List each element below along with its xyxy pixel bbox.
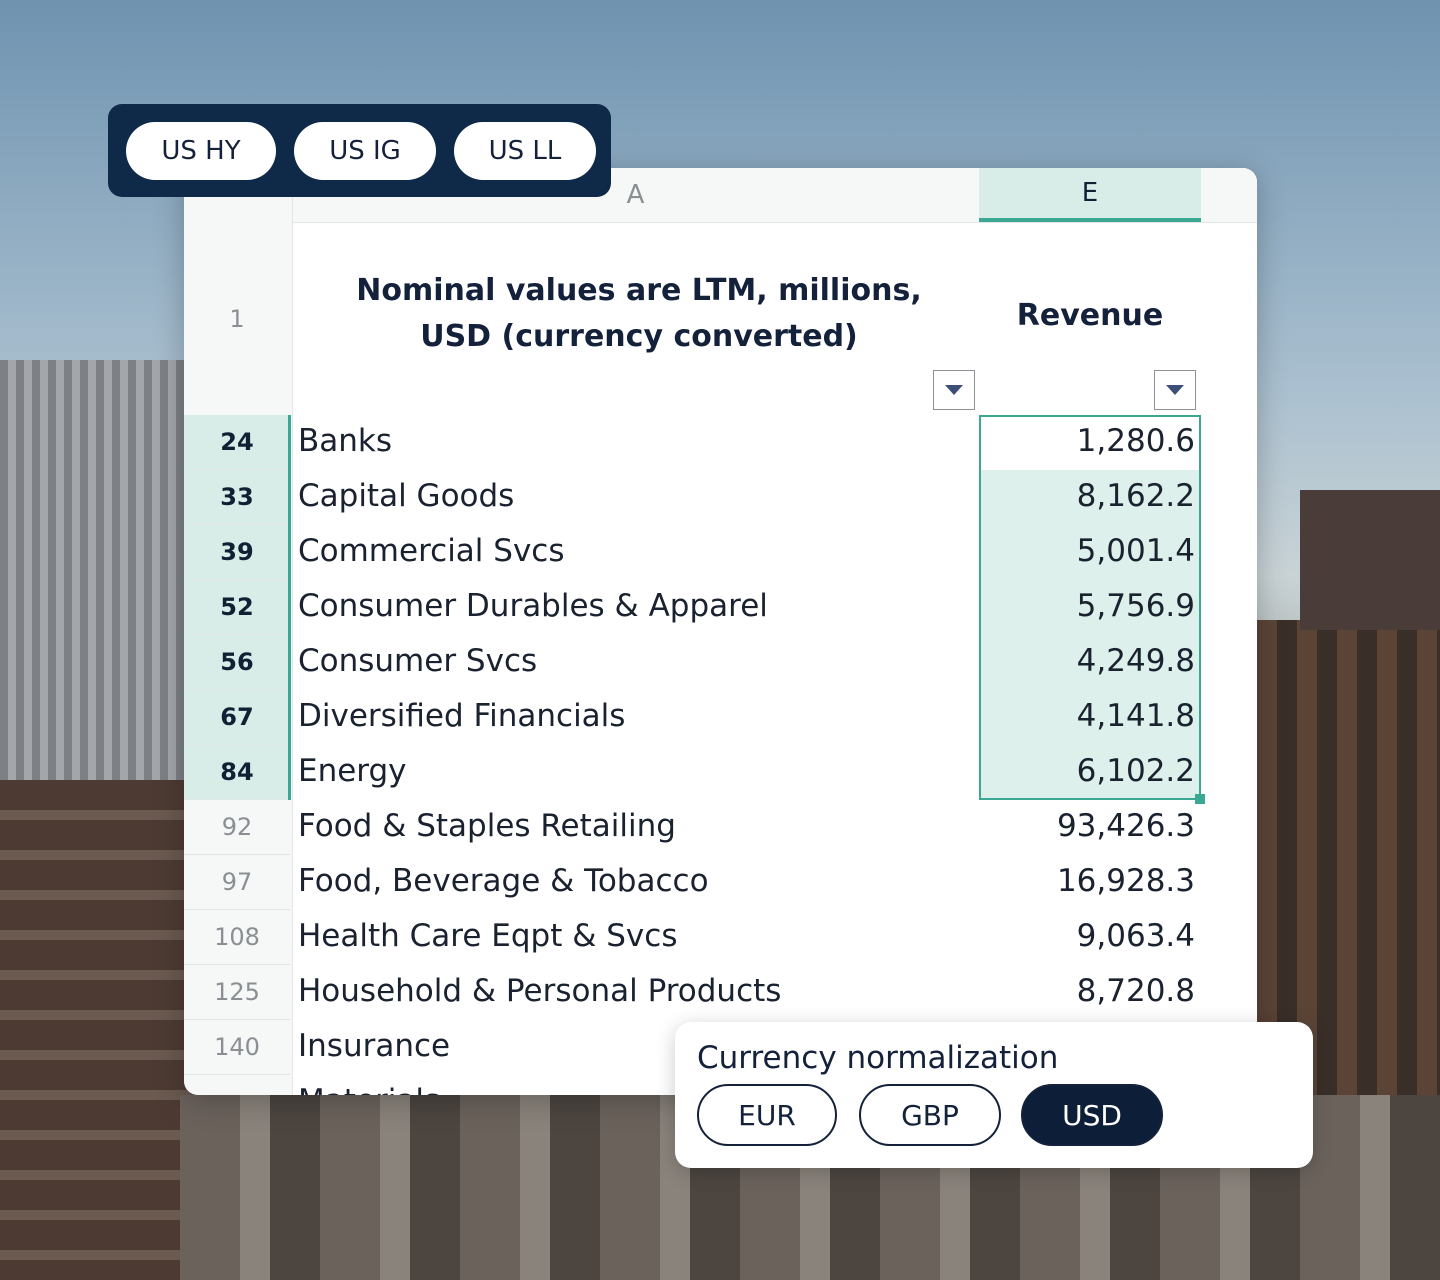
row-value: 93,426.3	[1056, 807, 1195, 844]
row-label: Diversified Financials	[298, 697, 626, 734]
tab[interactable]: US HY	[126, 122, 276, 180]
selection-fill	[979, 470, 1201, 525]
fill-handle[interactable]	[1195, 794, 1205, 804]
row-number[interactable]: 67	[184, 690, 290, 745]
row-number[interactable]: 97	[184, 855, 290, 910]
row-label: Food, Beverage & Tobacco	[298, 862, 709, 899]
row-value: 5,001.4	[1076, 532, 1195, 569]
row-number[interactable]: 92	[184, 800, 290, 855]
row-number[interactable]: 125	[184, 965, 290, 1020]
currency-option[interactable]: EUR	[697, 1084, 837, 1146]
currency-option[interactable]: USD	[1021, 1084, 1163, 1146]
row-label: Energy	[298, 752, 407, 789]
row-value: 6,102.2	[1076, 752, 1195, 789]
tab-bar: US HY US IG US LL	[108, 104, 611, 197]
row-number[interactable]: 108	[184, 910, 290, 965]
building	[0, 780, 190, 1280]
row-label: Insurance	[298, 1027, 451, 1064]
row-number[interactable]: 1	[184, 223, 290, 416]
selection-fill	[979, 635, 1201, 690]
filter-button[interactable]	[933, 370, 975, 410]
selection-fill	[979, 580, 1201, 635]
row-label: Household & Personal Products	[298, 972, 782, 1009]
row-number[interactable]: 33	[184, 470, 290, 525]
row-number[interactable]: 84	[184, 745, 290, 800]
row-number[interactable]: 56	[184, 635, 290, 690]
building	[1300, 490, 1440, 630]
row-value: 1,280.6	[1076, 422, 1195, 459]
row-label: Consumer Svcs	[298, 642, 538, 679]
row-label: Materials	[298, 1073, 440, 1096]
header-revenue: Revenue	[1016, 298, 1164, 333]
tab[interactable]: US LL	[454, 122, 596, 180]
row-value: 16,928.3	[1056, 862, 1195, 899]
header-title: Nominal values are LTM, millions, USD (c…	[356, 273, 922, 354]
row-value: 8,162.2	[1076, 477, 1195, 514]
selection-fill	[979, 525, 1201, 580]
row-label: Commercial Svcs	[298, 532, 565, 569]
selection-fill	[979, 745, 1201, 800]
row-label: Health Care Eqpt & Svcs	[298, 917, 678, 954]
row-number[interactable]: 24	[184, 415, 290, 470]
tab[interactable]: US IG	[294, 122, 436, 180]
row-value: 9,063.4	[1076, 917, 1195, 954]
row-value: 4,141.8	[1076, 697, 1195, 734]
column-header[interactable]: A	[626, 180, 645, 210]
selection-fill	[979, 690, 1201, 745]
currency-option[interactable]: GBP	[859, 1084, 1001, 1146]
row-number[interactable]: 140	[184, 1020, 290, 1075]
row-label: Capital Goods	[298, 477, 515, 514]
row-label: Food & Staples Retailing	[298, 807, 676, 844]
selection-border	[979, 415, 1201, 800]
row-value: 8,720.8	[1076, 972, 1195, 1009]
row-label: Banks	[298, 422, 393, 459]
row-number[interactable]: 52	[184, 580, 290, 635]
currency-panel: Currency normalization EUR GBP USD	[675, 1022, 1313, 1168]
row-selection-line	[288, 415, 291, 800]
row-value: 4,249.8	[1076, 642, 1195, 679]
row-number[interactable]: 39	[184, 525, 290, 580]
row-value: 5,756.9	[1076, 587, 1195, 624]
currency-title: Currency normalization	[697, 1040, 1059, 1076]
spreadsheet: A E 1 Nominal values are LTM, millions, …	[184, 168, 1257, 1095]
column-header[interactable]: E	[979, 168, 1201, 222]
filter-button[interactable]	[1154, 370, 1196, 410]
row-label: Consumer Durables & Apparel	[298, 587, 768, 624]
